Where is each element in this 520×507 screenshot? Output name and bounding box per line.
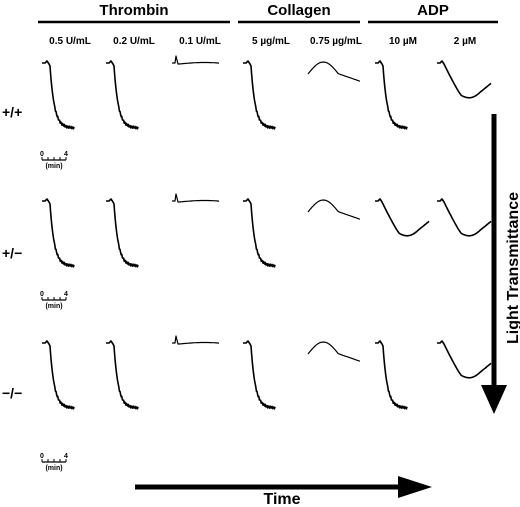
scale-bar-3: 0 4(min): [40, 453, 68, 472]
trace-row1-col2: [106, 60, 139, 130]
scale-bars: 0 4(min)0 4(min)0 4(min): [40, 151, 68, 472]
y-axis-label: Light Transmittance: [505, 192, 520, 344]
group-label-collagen: Collagen: [267, 2, 330, 19]
condition-label-3: 0.1 U/mL: [179, 36, 221, 47]
group-headers: Thrombin 0.5 U/mL 0.2 U/mL 0.1 U/mL Collagen…: [38, 2, 498, 47]
scale-unit-1: (min): [45, 163, 62, 170]
condition-label-5: 0.75 µg/mL: [310, 36, 362, 47]
trace-row1-col6: [375, 60, 408, 130]
condition-label-7: 2 µM: [454, 36, 476, 47]
condition-label-1: 0.5 U/mL: [49, 36, 91, 47]
row-label-2: +/−: [2, 245, 22, 261]
group-label-thrombin: Thrombin: [99, 2, 168, 19]
x-axis-label: Time: [263, 491, 300, 507]
trace-row2-col1: [42, 198, 75, 268]
trace-row2-col7: [437, 198, 492, 237]
row-label-1: +/+: [2, 104, 22, 120]
scale-start-3: 0: [40, 453, 44, 460]
scale-end-1: 4: [64, 151, 68, 158]
scale-unit-2: (min): [45, 303, 62, 310]
scale-start-1: 0: [40, 151, 44, 158]
trace-row3-col6: [375, 340, 408, 410]
scale-unit-3: (min): [45, 465, 62, 472]
trace-row1-col7: [437, 60, 492, 99]
trace-row1-col4: [243, 60, 276, 130]
y-axis-arrowhead: [481, 385, 507, 414]
trace-row3-col5: [307, 341, 361, 362]
trace-row1-col1: [42, 60, 75, 130]
trace-row2-col5: [307, 199, 361, 220]
scale-bar-1: 0 4(min): [40, 151, 68, 170]
group-label-adp: ADP: [417, 2, 449, 19]
condition-label-4: 5 µg/mL: [252, 36, 290, 47]
trace-row3-col4: [243, 340, 276, 410]
trace-row1-col3: [172, 55, 220, 65]
trace-row3-col1: [42, 340, 75, 410]
x-axis-arrowhead: [398, 476, 432, 498]
scale-end-3: 4: [64, 453, 68, 460]
scale-bar-2: 0 4(min): [40, 291, 68, 310]
trace-row2-col4: [243, 198, 276, 268]
trace-grid: [42, 55, 492, 410]
trace-row3-col7: [437, 340, 492, 379]
trace-row3-col3: [172, 335, 220, 345]
scale-start-2: 0: [40, 291, 44, 298]
condition-label-6: 10 µM: [389, 36, 417, 47]
trace-row2-col2: [106, 198, 139, 268]
trace-row2-col3: [172, 193, 220, 203]
condition-label-2: 0.2 U/mL: [113, 36, 155, 47]
scale-end-2: 4: [64, 291, 68, 298]
row-labels: +/+ +/− −/−: [2, 104, 22, 401]
row-label-3: −/−: [2, 385, 22, 401]
trace-row1-col5: [307, 61, 361, 82]
trace-row2-col6: [375, 198, 430, 237]
trace-row3-col2: [106, 340, 139, 410]
axis-arrows: Time Light Transmittance: [135, 114, 520, 507]
